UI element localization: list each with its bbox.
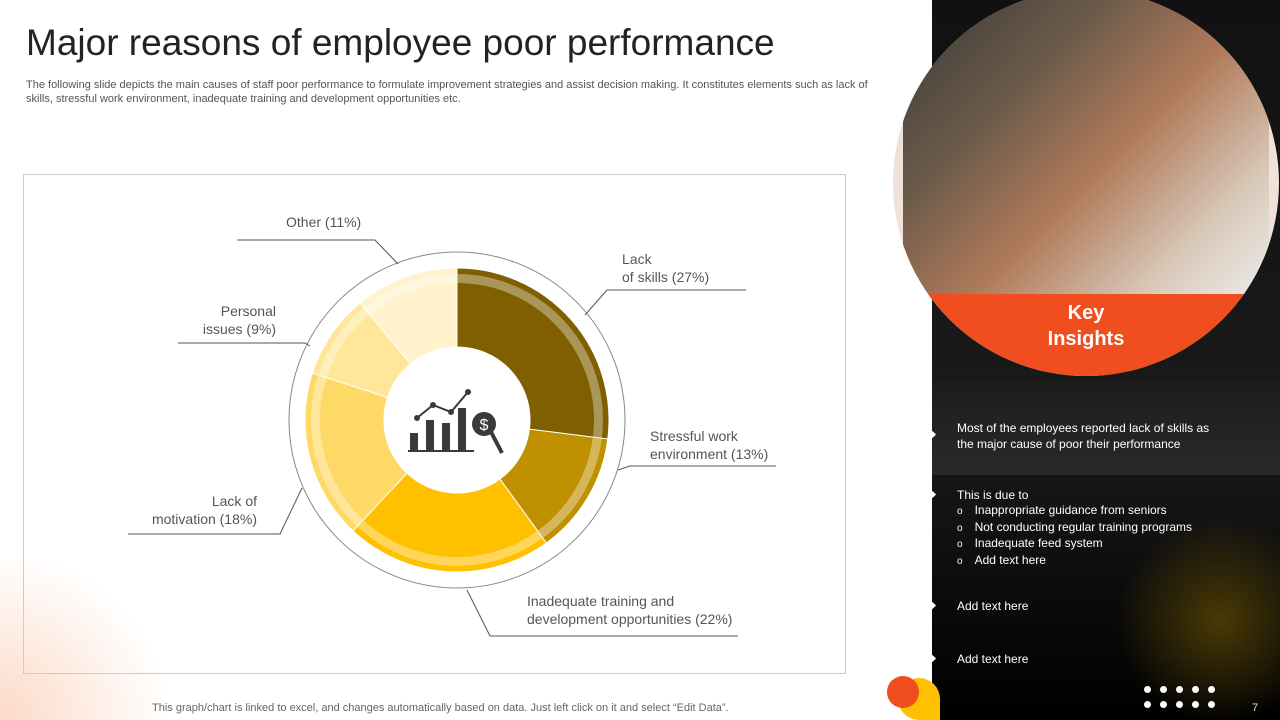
due-item: Inappropriate guidance from seniors bbox=[957, 503, 1192, 520]
team-photo bbox=[903, 0, 1269, 300]
page-subtitle: The following slide depicts the main cau… bbox=[26, 79, 868, 105]
extra-text-1: Add text here bbox=[957, 599, 1029, 613]
due-block: This is due to Inappropriate guidance fr… bbox=[957, 487, 1192, 569]
label-stressful: Stressful work environment (13%) bbox=[650, 427, 768, 463]
label-line: environment (13%) bbox=[650, 446, 769, 462]
label-line: of skills (27%) bbox=[622, 269, 710, 285]
due-item: Add text here bbox=[957, 553, 1192, 570]
page-title: Major reasons of employee poor performan… bbox=[26, 22, 775, 63]
chart-container[interactable] bbox=[23, 174, 846, 674]
due-title: This is due to bbox=[957, 488, 1029, 502]
key-insights-banner bbox=[893, 294, 1279, 376]
label-line: Lack bbox=[622, 251, 652, 267]
insight-text: Most of the employees reported lack of s… bbox=[957, 421, 1210, 451]
decorative-circle-orange bbox=[887, 676, 919, 708]
decorative-blob bbox=[0, 560, 180, 720]
label-personal-issues: Personal issues (9%) bbox=[176, 302, 276, 338]
label-line: Stressful work bbox=[650, 428, 738, 444]
insight-highlight-band bbox=[932, 380, 1280, 475]
heading-line: Key bbox=[1067, 302, 1105, 324]
due-item: Inadequate feed system bbox=[957, 536, 1192, 553]
label-lack-of-motivation: Lack of motivation (18%) bbox=[147, 492, 257, 528]
decorative-dot-grid bbox=[1144, 686, 1216, 708]
label-line: Lack of bbox=[211, 493, 257, 509]
label-line: issues (9%) bbox=[202, 321, 276, 337]
label-line: Inadequate training and bbox=[527, 593, 675, 609]
team-photo-circle: Key Insights bbox=[893, 0, 1279, 376]
footer-note: This graph/chart is linked to excel, and… bbox=[152, 702, 729, 714]
label-lack-of-skills: Lack of skills (27%) bbox=[622, 250, 709, 286]
due-list: Inappropriate guidance from seniors Not … bbox=[957, 503, 1192, 569]
due-item: Not conducting regular training programs bbox=[957, 520, 1192, 537]
key-insights-heading: Key Insights bbox=[893, 300, 1279, 352]
page-number: 7 bbox=[1252, 702, 1259, 714]
extra-text-2: Add text here bbox=[957, 652, 1029, 666]
label-other: Other (11%) bbox=[286, 213, 361, 231]
label-line: development opportunities (22%) bbox=[527, 611, 733, 627]
label-inadequate-training: Inadequate training and development oppor… bbox=[527, 592, 732, 628]
heading-line: Insights bbox=[1047, 328, 1125, 350]
label-line: Personal bbox=[220, 303, 276, 319]
label-line: motivation (18%) bbox=[151, 511, 257, 527]
label-line: Other (11%) bbox=[286, 214, 362, 230]
